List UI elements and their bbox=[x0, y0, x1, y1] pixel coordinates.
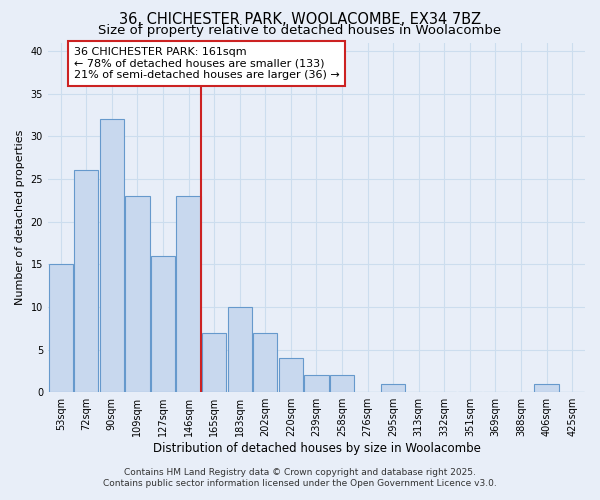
Text: Contains HM Land Registry data © Crown copyright and database right 2025.
Contai: Contains HM Land Registry data © Crown c… bbox=[103, 468, 497, 487]
Text: 36 CHICHESTER PARK: 161sqm
← 78% of detached houses are smaller (133)
21% of sem: 36 CHICHESTER PARK: 161sqm ← 78% of deta… bbox=[74, 47, 340, 80]
X-axis label: Distribution of detached houses by size in Woolacombe: Distribution of detached houses by size … bbox=[152, 442, 481, 455]
Bar bbox=[330, 375, 354, 392]
Bar bbox=[74, 170, 98, 392]
Bar bbox=[304, 375, 329, 392]
Y-axis label: Number of detached properties: Number of detached properties bbox=[15, 130, 25, 305]
Text: Size of property relative to detached houses in Woolacombe: Size of property relative to detached ho… bbox=[98, 24, 502, 37]
Bar bbox=[49, 264, 73, 392]
Bar bbox=[535, 384, 559, 392]
Bar bbox=[381, 384, 406, 392]
Text: 36, CHICHESTER PARK, WOOLACOMBE, EX34 7BZ: 36, CHICHESTER PARK, WOOLACOMBE, EX34 7B… bbox=[119, 12, 481, 28]
Bar bbox=[151, 256, 175, 392]
Bar bbox=[125, 196, 149, 392]
Bar bbox=[253, 332, 277, 392]
Bar bbox=[279, 358, 303, 392]
Bar bbox=[202, 332, 226, 392]
Bar bbox=[176, 196, 201, 392]
Bar bbox=[100, 120, 124, 392]
Bar bbox=[227, 307, 252, 392]
